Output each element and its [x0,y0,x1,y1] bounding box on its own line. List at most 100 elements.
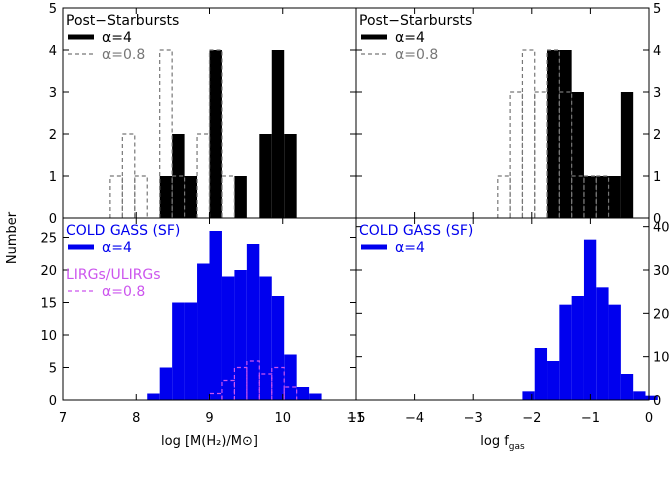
bottom-right-bar-2 [547,361,560,400]
bottom-right-bar-8 [620,374,634,400]
bottom-left-step-5 [271,366,285,400]
bottom-left-xtick-label-0: 7 [59,411,67,426]
top-right-bar-5 [608,176,621,218]
top-right-ytick-label-2: 2 [653,128,661,143]
bottom-left-legend-extra-title: LIRGs/ULIRGs [66,267,161,283]
panel-bottom-left-cold-gass-mass: 0 5 10 15 20 25 7 8 9 10 11 log [M(H₂)/M⊙] COLD GASS… [40,217,365,449]
top-left-ytick-label-2: 2 [49,128,57,143]
top-left-step-7 [221,175,236,218]
top-right-bar-6 [620,92,634,218]
bottom-left-step-6 [283,386,298,400]
bottom-left-step-4 [258,373,273,400]
bottom-right-series-alpha4 [522,239,658,400]
bottom-left-step-1 [221,379,236,400]
bottom-right-xtick-label-4: −1 [581,411,600,426]
bottom-left-xtick-label-1: 8 [132,411,140,426]
top-right-ytick-label-5: 5 [653,2,661,17]
bottom-right-xtick-label-1: −4 [405,411,424,426]
bottom-left-ytick-label-0: 0 [49,394,57,409]
top-left-ytick-label-3: 3 [49,86,57,101]
top-right-step-8 [595,175,610,218]
top-left-step-6 [208,49,223,218]
bottom-right-frame [355,217,650,401]
bottom-left-xtick-label-4: 11 [348,411,365,426]
bottom-left-bar-3 [184,302,198,400]
top-right-bar-3 [583,176,597,218]
top-left-bar-6 [271,50,285,218]
bottom-left-bar-8 [246,244,260,400]
top-right-step-0 [497,175,511,218]
top-left-bar-0 [159,176,173,218]
top-right-legend-label-alpha4: α=4 [395,30,425,46]
top-left-ytick-label-5: 5 [49,2,57,17]
bottom-right-ytick-label-1: 10 [653,351,670,366]
top-right-bar-0 [547,50,560,218]
bottom-left-bar-12 [296,387,310,400]
top-right-ytick-label-4: 4 [653,44,661,59]
bottom-left-series-alpha4 [147,231,322,400]
bottom-right-xtick-label-0: −5 [346,411,365,426]
top-left-bar-3 [209,50,222,218]
bottom-right-legend-label-alpha4: α=4 [395,240,425,256]
bottom-left-bar-9 [259,276,272,400]
top-right-legend-label-alpha08: α=0.8 [395,47,438,63]
bottom-right-bar-10 [645,395,658,400]
bottom-right-xlabel: log fgas [480,434,525,452]
top-right-step-3 [534,91,548,218]
top-left-step-0 [109,175,123,218]
bottom-right-ytick-label-3: 30 [653,264,670,279]
bottom-left-ytick-label-2: 10 [40,329,57,344]
top-right-series-alpha4 [547,50,634,218]
bottom-left-xlabel: log [M(H₂)/M⊙] [161,434,258,449]
top-left-series-alpha4 [159,50,297,218]
bottom-left-bar-11 [284,354,297,400]
top-left-bar-1 [172,134,185,218]
top-right-ytick-label-3: 3 [653,86,661,101]
bottom-right-bar-0 [522,391,535,400]
top-left-ytick-label-0: 0 [49,212,57,227]
top-left-bar-4 [234,176,247,218]
top-left-bar-7 [284,134,297,218]
top-left-bar-2 [184,176,198,218]
bottom-left-step-3 [246,360,260,400]
top-left-series-alpha08 [109,49,236,218]
bottom-right-bar-7 [608,304,621,400]
bottom-left-ytick-label-1: 5 [49,362,57,377]
top-right-step-2 [521,49,536,218]
bottom-left-xtick-label-3: 10 [274,411,291,426]
top-left-step-5 [196,133,211,218]
top-right-step-5 [558,91,573,218]
y-axis-label: Number [5,211,20,264]
bottom-left-bar-5 [209,231,222,400]
bottom-right-xtick-label-2: −3 [464,411,483,426]
top-left-step-4 [171,175,186,218]
top-right-step-7 [583,175,597,218]
top-left-ytick-label-4: 4 [49,44,57,59]
top-right-ytick-label-0: 0 [653,212,661,227]
bottom-right-xlabel-main: log f [480,434,509,449]
bottom-right-legend-title: COLD GASS (SF) [359,223,473,239]
bottom-left-legend-title: COLD GASS (SF) [66,223,180,239]
top-right-step-6 [571,175,585,218]
top-left-legend-label-alpha4: α=4 [102,30,132,46]
top-left-step-3 [159,49,173,218]
top-left-bar-5 [259,134,272,218]
bottom-right-xtick-label-5: 0 [645,411,653,426]
top-left-step-2 [134,175,148,218]
bottom-left-ytick-label-5: 25 [40,232,57,247]
top-left-legend-title: Post−Starbursts [66,13,179,29]
bottom-left-legend-label-alpha4: α=4 [102,240,132,256]
bottom-left-bar-10 [271,296,285,400]
bottom-left-bar-6 [221,276,235,400]
bottom-right-bar-3 [559,304,572,400]
bottom-right-ytick-label-0: 0 [653,394,661,409]
top-left-step-1 [121,133,136,218]
bottom-left-legend-label-alpha08: α=0.8 [102,284,145,300]
top-right-step-4 [546,49,560,218]
bottom-left-bar-7 [234,270,247,400]
top-right-bar-1 [559,50,572,218]
bottom-right-bar-1 [534,348,548,400]
